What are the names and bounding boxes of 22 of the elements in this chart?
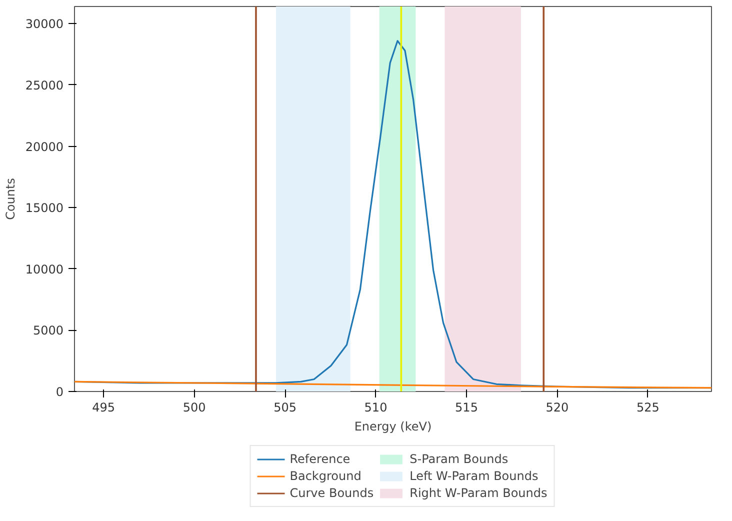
x-axis-title: Energy (keV) [354, 420, 432, 434]
x-tick-label: 505 [274, 400, 296, 414]
x-tick-label: 500 [182, 400, 206, 414]
x-tick-label: 525 [636, 400, 660, 414]
legend-label: Right W-Param Bounds [410, 486, 548, 500]
y-tick-label: 30000 [25, 17, 64, 32]
x-tick-label: 515 [455, 400, 478, 414]
legend-label: Background [290, 469, 362, 483]
y-tick-label: 25000 [25, 78, 64, 92]
x-tick-label: 495 [92, 400, 115, 414]
y-axis-title: Counts [3, 178, 18, 220]
x-tick-label: 520 [546, 400, 569, 414]
legend-label: S-Param Bounds [410, 452, 508, 466]
y-tick-label: 20000 [25, 140, 64, 154]
legend-label: Curve Bounds [290, 486, 374, 500]
legend-label: Left W-Param Bounds [410, 469, 538, 483]
y-tick-label: 0 [56, 385, 64, 399]
y-tick-label: 5000 [32, 324, 64, 338]
legend-label: Reference [290, 452, 350, 466]
x-tick-label: 510 [364, 400, 388, 414]
y-tick-label: 10000 [25, 262, 64, 276]
y-tick-label: 15000 [25, 201, 64, 216]
